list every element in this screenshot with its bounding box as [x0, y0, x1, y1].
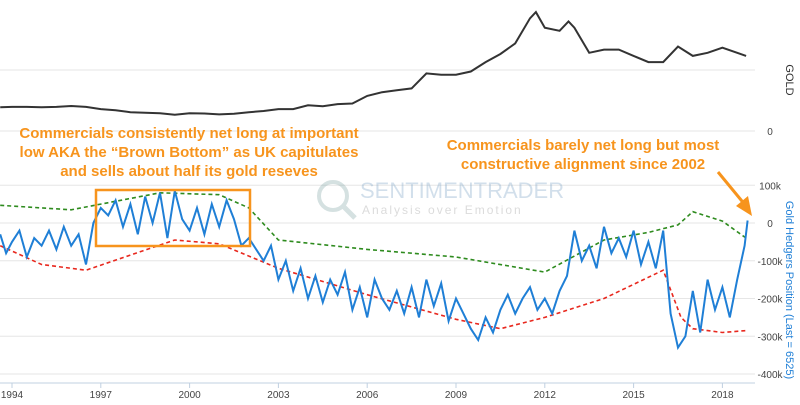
x-tick-label: 2006	[356, 390, 379, 401]
watermark-name: SENTIMENTRADER	[360, 178, 564, 203]
annotation-left-line: low AKA the “Brown Bottom” as UK capitul…	[19, 144, 359, 161]
hedgers-position-line	[0, 190, 749, 351]
annotation-left-line: Commercials consistently net long at imp…	[19, 125, 359, 142]
gridlines	[0, 69, 755, 375]
hedgers-ytick: -200k	[757, 295, 783, 306]
magnifier-handle	[341, 204, 357, 220]
arrow-head-icon	[736, 196, 752, 216]
annotation-right-line: Commercials barely net long but most	[446, 137, 720, 154]
highlight-box	[94, 188, 252, 248]
annotation-right: Commercials barely net long but most con…	[428, 136, 738, 174]
annotation-arrow	[716, 171, 748, 207]
x-tick-label: 2012	[534, 390, 557, 401]
x-tick-label: 1994	[1, 390, 24, 401]
x-tick-label: 2009	[445, 390, 468, 401]
hedgers-axis-title: Gold Hedgers Position (Last = 6525)	[783, 201, 795, 379]
gold-price-line	[0, 10, 747, 116]
x-tick-label: 2003	[267, 390, 290, 401]
x-tick-label: 1997	[90, 390, 113, 401]
hedgers-ytick: 100k	[759, 181, 782, 192]
hedgers-ytick: 0	[767, 219, 773, 230]
magnifier-icon	[317, 180, 349, 212]
annotation-left: Commercials consistently net long at imp…	[4, 124, 374, 181]
lower-band-line	[0, 239, 747, 334]
gold-ytick-0: 0	[767, 127, 773, 138]
series-group	[0, 10, 749, 351]
upper-band-line	[0, 191, 747, 273]
x-tick-label: 2018	[711, 390, 734, 401]
watermark-logo: SENTIMENTRADER Analysis over Emotion	[317, 178, 564, 220]
hedgers-ytick: -100k	[757, 257, 783, 268]
x-tick-label: 2015	[622, 390, 645, 401]
gold-axis-title: GOLD	[783, 64, 795, 95]
hedgers-ytick: -300k	[757, 332, 783, 343]
annotation-left-line: and sells about half its gold reseves	[60, 163, 318, 180]
axes: 100k 0 -100k -200k -300k -400k 1994 1997 2000 200…	[0, 181, 784, 401]
watermark-tagline: Analysis over Emotion	[362, 203, 523, 217]
annotation-right-line: constructive alignment since 2002	[460, 156, 706, 173]
hedgers-ytick: -400k	[757, 370, 783, 381]
x-tick-label: 2000	[178, 390, 201, 401]
